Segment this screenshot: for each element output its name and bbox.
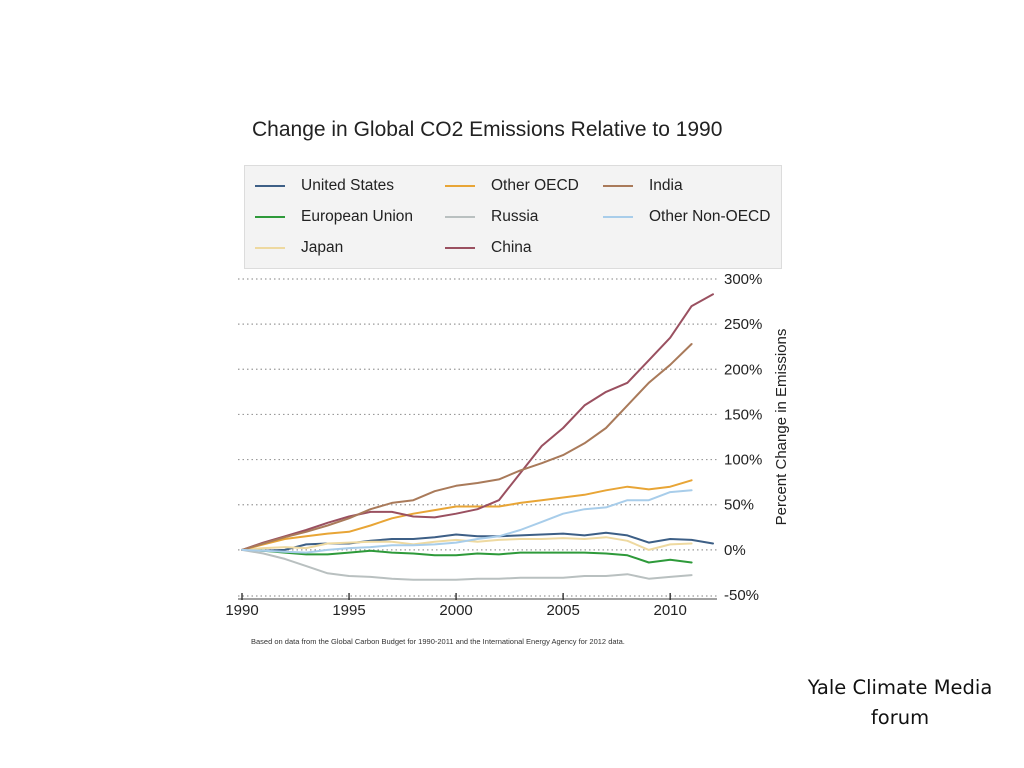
- legend-swatch: [255, 246, 285, 250]
- credit-text: Yale Climate Media forum: [790, 673, 1010, 733]
- legend-item-united-states: United States: [255, 177, 394, 195]
- legend-label: Russia: [491, 208, 539, 225]
- x-tick-label: 2010: [653, 602, 686, 619]
- x-tick-label: 1995: [332, 602, 365, 619]
- series-line-india: [241, 343, 693, 551]
- legend-swatch: [255, 184, 285, 188]
- series-line-other-oecd: [241, 479, 693, 551]
- legend-label: India: [649, 177, 683, 194]
- series-line-russia: [241, 548, 693, 581]
- legend-item-other-non-oecd: Other Non-OECD: [603, 208, 770, 226]
- legend-item-japan: Japan: [255, 239, 343, 257]
- y-tick-label: 100%: [724, 452, 762, 469]
- legend-label: Other Non-OECD: [649, 208, 771, 225]
- y-axis-title: Percent Change in Emissions: [773, 329, 790, 526]
- series-line-united-states: [241, 531, 714, 552]
- series-line-european-union: [241, 548, 693, 564]
- series-line-other-non-oecd: [241, 489, 693, 554]
- legend-item-india: India: [603, 177, 683, 195]
- legend-label: China: [491, 239, 532, 256]
- y-tick-label: 300%: [724, 271, 762, 288]
- y-tick-label: 250%: [724, 316, 762, 333]
- legend-item-other-oecd: Other OECD: [445, 177, 579, 195]
- legend-label: Japan: [301, 239, 344, 256]
- chart-legend: United States European Union Japan Other OE…: [244, 165, 782, 269]
- y-tick-label: 200%: [724, 361, 762, 378]
- legend-swatch: [603, 215, 633, 219]
- legend-swatch: [603, 184, 633, 188]
- series-line-china: [241, 293, 714, 551]
- credit-line-2: forum: [870, 706, 930, 729]
- legend-label: European Union: [301, 208, 414, 225]
- chart-title: Change in Global CO2 Emissions Relative …: [252, 118, 723, 141]
- legend-item-european-union: European Union: [255, 208, 413, 226]
- x-tick-label: 1990: [225, 602, 258, 619]
- x-tick-label: 2005: [546, 602, 579, 619]
- credit-line-1: Yale Climate Media: [807, 676, 993, 699]
- y-tick-label: 0%: [724, 542, 746, 559]
- y-tick-label: -50%: [724, 587, 759, 604]
- y-tick-label: 150%: [724, 406, 762, 423]
- legend-item-russia: Russia: [445, 208, 538, 226]
- x-tick-label: 2000: [439, 602, 472, 619]
- legend-swatch: [445, 246, 475, 250]
- legend-swatch: [255, 215, 285, 219]
- legend-swatch: [445, 184, 475, 188]
- legend-label: United States: [301, 177, 395, 194]
- legend-item-china: China: [445, 239, 532, 257]
- legend-label: Other OECD: [491, 177, 579, 194]
- source-note: Based on data from the Global Carbon Bud…: [251, 637, 625, 646]
- legend-swatch: [445, 215, 475, 219]
- y-tick-label: 50%: [724, 497, 754, 514]
